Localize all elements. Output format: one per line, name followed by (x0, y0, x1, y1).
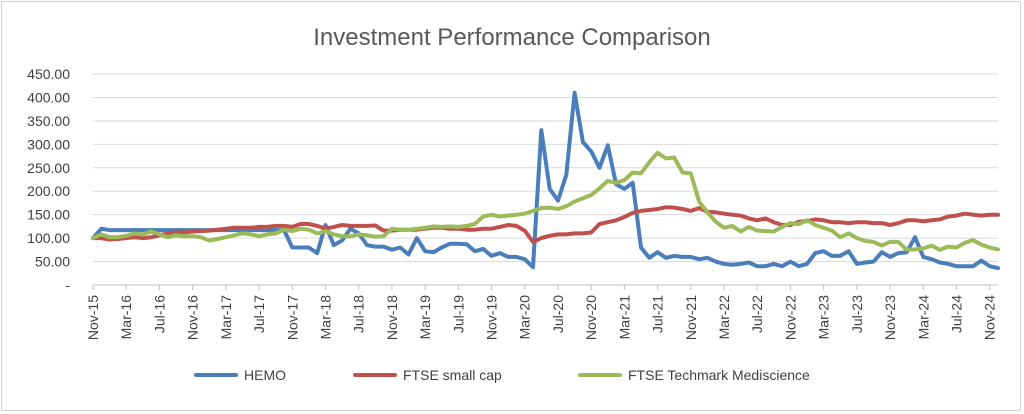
x-tick-label: Mar-19 (417, 295, 433, 340)
x-tick-label: Jul-22 (749, 295, 765, 333)
x-tick-label: Nov-15 (85, 295, 101, 340)
y-tick-label: 400.00 (27, 89, 70, 105)
y-tick-label: 200.00 (27, 183, 70, 199)
x-tick-label: Jul-19 (450, 295, 466, 333)
y-tick-label: 250.00 (27, 160, 70, 176)
x-tick-label: Nov-24 (982, 295, 998, 340)
legend: HEMO FTSE small cap FTSE Techmark Mediscie… (194, 367, 810, 383)
y-tick-label: 300.00 (27, 136, 70, 152)
x-tick-label: Jul-16 (151, 295, 167, 333)
x-tick-label: Mar-22 (716, 295, 732, 340)
x-tick-label: Nov-23 (882, 295, 898, 340)
legend-label: FTSE small cap (403, 367, 502, 383)
x-tick-label: Jul-17 (251, 295, 267, 333)
x-tick-label: Jul-20 (550, 295, 566, 333)
x-tick-label: Jul-18 (351, 295, 367, 333)
y-tick-label: 150.00 (27, 207, 70, 223)
series-line-ftse-small-cap (91, 205, 1000, 244)
y-axis-ticks: - 50.00 100.00 150.00 200.00 250.00 300.00 350.… (27, 66, 70, 293)
x-tick-label: Nov-21 (683, 295, 699, 340)
y-tick-label: - (65, 277, 70, 293)
x-tick-label: Mar-23 (816, 295, 832, 340)
y-tick-label: 450.00 (27, 66, 70, 82)
gridlines (93, 73, 998, 286)
series-lines (91, 90, 1000, 271)
series-line-hemo (91, 90, 1000, 271)
x-tick-label: Mar-24 (915, 295, 931, 340)
y-tick-label: 50.00 (35, 254, 70, 270)
chart-title: Investment Performance Comparison (313, 24, 711, 51)
x-tick-label: Nov-16 (185, 295, 201, 340)
x-tick-label: Nov-19 (484, 295, 500, 340)
x-tick-label: Nov-22 (782, 295, 798, 340)
x-tick-label: Mar-18 (317, 295, 333, 340)
legend-label: HEMO (244, 367, 286, 383)
x-tick-label: Jul-23 (849, 295, 865, 333)
y-tick-label: 100.00 (27, 230, 70, 246)
x-axis-ticks: Nov-15 Mar-16 Jul-16 Nov-16 Mar-17 Jul-17 Nov-… (85, 285, 998, 340)
x-tick-label: Jul-21 (650, 295, 666, 333)
series-line-ftse-techmark-mediscience (91, 150, 1000, 252)
x-tick-label: Nov-18 (384, 295, 400, 340)
x-tick-label: Mar-16 (118, 295, 134, 340)
x-tick-label: Mar-17 (218, 295, 234, 340)
x-tick-label: Nov-17 (284, 295, 300, 340)
x-tick-label: Mar-21 (616, 295, 632, 340)
x-tick-label: Mar-20 (517, 295, 533, 340)
x-tick-label: Nov-20 (583, 295, 599, 340)
x-tick-label: Jul-24 (948, 295, 964, 333)
legend-label: FTSE Techmark Mediscience (628, 367, 810, 383)
y-tick-label: 350.00 (27, 113, 70, 129)
